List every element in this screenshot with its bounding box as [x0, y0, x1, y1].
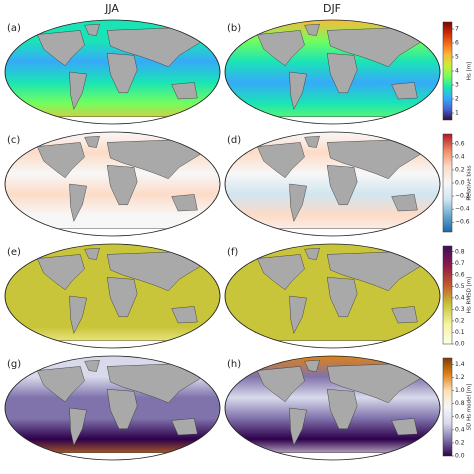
colorbar-tick-label: −0.2 — [455, 193, 470, 200]
colorbar — [442, 357, 453, 457]
colorbar-tick-label: 0.4 — [455, 153, 465, 160]
colorbar-tick-label: 1.2 — [455, 374, 465, 381]
colorbar-tick-label: −0.4 — [455, 206, 470, 213]
panel-label: (f) — [227, 247, 238, 258]
colorbar-label: SD Hs model [m] — [467, 384, 473, 431]
map-outline — [224, 131, 441, 237]
colorbar-tick-label: 0.4 — [455, 426, 465, 433]
map-panel — [224, 355, 441, 461]
column-title: JJA — [104, 2, 119, 15]
colorbar-tick-label: 0.2 — [455, 317, 465, 324]
colorbar-tick-label: 2 — [455, 96, 459, 103]
colorbar-tick-label: 0.2 — [455, 439, 465, 446]
map-panel — [224, 19, 441, 125]
colorbar-tick-label: −0.6 — [455, 219, 470, 226]
colorbar-tick-label: 0.1 — [455, 329, 465, 336]
map-outline — [224, 355, 441, 461]
panel-label: (b) — [227, 23, 241, 34]
map-panel — [4, 355, 221, 461]
colorbar-tick-label: 0.0 — [455, 453, 465, 460]
colorbar-tick-label: 0.5 — [455, 283, 465, 290]
colorbar-tick-label: 0.6 — [455, 140, 465, 147]
map-outline — [4, 19, 221, 125]
colorbar-tick-label: 0.8 — [455, 400, 465, 407]
map-outline — [4, 355, 221, 461]
map-panel — [4, 243, 221, 349]
colorbar-tick-label: 1.0 — [455, 387, 465, 394]
panel-label: (c) — [7, 135, 20, 146]
colorbar-label: Hs [m] — [467, 62, 473, 80]
map-panel — [4, 19, 221, 125]
colorbar-tick-label: 0.4 — [455, 294, 465, 301]
panel-label: (d) — [227, 135, 241, 146]
colorbar-tick-label: 1 — [455, 110, 459, 117]
map-panel — [4, 131, 221, 237]
colorbar-label: Hs RMSD [m] — [467, 277, 473, 313]
colorbar-tick-label: 6 — [455, 40, 459, 47]
colorbar-tick-label: 0.0 — [455, 180, 465, 187]
panel-label: (e) — [7, 247, 21, 258]
colorbar-tick-label: 5 — [455, 54, 459, 61]
colorbar-tick-label: 0.2 — [455, 166, 465, 173]
colorbar-tick-label: 0.0 — [455, 341, 465, 348]
colorbar-tick-label: 1.4 — [455, 361, 465, 368]
colorbar-tick-label: 4 — [455, 68, 459, 75]
colorbar-tick-label: 7 — [455, 26, 459, 33]
colorbar — [442, 133, 453, 233]
colorbar-label: Relative bias — [467, 165, 473, 200]
panel-label: (h) — [227, 359, 241, 370]
colorbar-tick-label: 0.3 — [455, 306, 465, 313]
map-outline — [224, 19, 441, 125]
colorbar-tick-label: 0.7 — [455, 260, 465, 267]
map-panel — [224, 243, 441, 349]
colorbar-tick-label: 3 — [455, 82, 459, 89]
map-outline — [4, 243, 221, 349]
column-title: DJF — [323, 2, 341, 15]
colorbar — [442, 245, 453, 345]
colorbar-tick-label: 0.8 — [455, 248, 465, 255]
map-outline — [4, 131, 221, 237]
colorbar — [442, 21, 453, 121]
map-panel — [224, 131, 441, 237]
panel-label: (a) — [7, 23, 21, 34]
colorbar-tick-label: 0.6 — [455, 271, 465, 278]
colorbar-tick-label: 0.6 — [455, 413, 465, 420]
map-outline — [224, 243, 441, 349]
panel-label: (g) — [7, 359, 21, 370]
